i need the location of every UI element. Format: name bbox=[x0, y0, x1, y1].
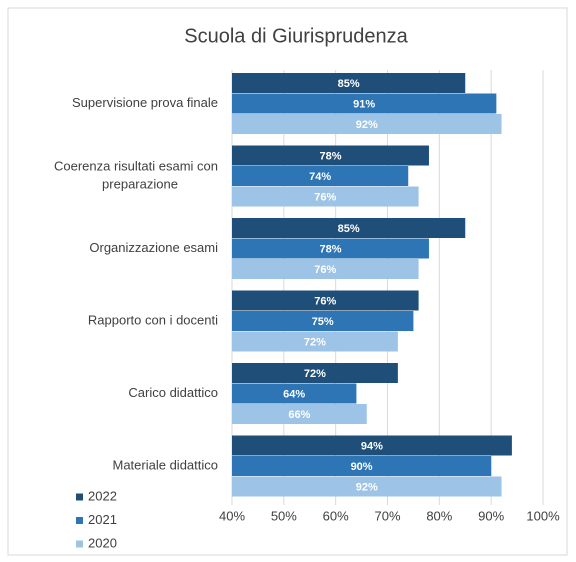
bar bbox=[232, 218, 466, 238]
bar bbox=[232, 73, 466, 93]
x-tick-label: 40% bbox=[219, 508, 245, 523]
bar-value-label: 76% bbox=[314, 191, 336, 203]
bar bbox=[232, 311, 414, 331]
bar-value-label: 76% bbox=[314, 264, 336, 276]
x-tick-label: 50% bbox=[271, 508, 297, 523]
x-tick-label: 60% bbox=[323, 508, 349, 523]
y-tick-label: Materiale didattico bbox=[113, 458, 219, 473]
x-tick-label: 70% bbox=[374, 508, 400, 523]
bar bbox=[232, 145, 429, 166]
legend-swatch bbox=[76, 540, 83, 548]
bar-value-label: 78% bbox=[319, 150, 341, 162]
bar bbox=[232, 331, 398, 352]
legend-swatch bbox=[76, 517, 83, 524]
grid bbox=[231, 70, 544, 505]
y-tick-label: Supervisione prova finale bbox=[72, 95, 218, 110]
x-tick-label: 90% bbox=[478, 508, 504, 523]
bar-value-label: 74% bbox=[309, 171, 331, 183]
y-tick-label: Rapporto con i docenti bbox=[88, 313, 218, 328]
bar-value-label: 76% bbox=[314, 295, 336, 307]
x-tick-label: 80% bbox=[426, 508, 452, 523]
legend-label: 2021 bbox=[88, 512, 117, 527]
legend-label: 2022 bbox=[88, 488, 117, 503]
bar bbox=[232, 363, 398, 383]
bar-value-label: 85% bbox=[338, 223, 360, 235]
bar bbox=[232, 93, 497, 114]
bar bbox=[232, 166, 409, 186]
bar-value-label: 72% bbox=[304, 368, 326, 380]
chart-title: Scuola di Giurisprudenza bbox=[184, 25, 408, 47]
bar-value-label: 72% bbox=[304, 336, 326, 348]
bar-value-label: 66% bbox=[288, 409, 310, 421]
bar bbox=[232, 435, 512, 456]
bar bbox=[232, 476, 502, 497]
bar bbox=[232, 404, 367, 424]
bar-value-label: 64% bbox=[283, 388, 305, 400]
bar bbox=[232, 259, 419, 279]
legend-label: 2020 bbox=[88, 535, 117, 550]
bar bbox=[232, 186, 419, 207]
bar-value-label: 85% bbox=[338, 78, 360, 90]
bar bbox=[232, 238, 429, 259]
bar bbox=[232, 383, 357, 404]
x-tick-label: 100% bbox=[526, 508, 560, 523]
bar-value-label: 94% bbox=[361, 440, 383, 452]
bar-value-label: 75% bbox=[312, 316, 334, 328]
y-tick-label: Carico didattico bbox=[128, 385, 218, 400]
bar-value-label: 90% bbox=[351, 461, 373, 473]
bar-value-label: 91% bbox=[353, 98, 375, 110]
bar-value-label: 92% bbox=[356, 481, 378, 493]
bar-value-label: 78% bbox=[319, 243, 341, 255]
legend-swatch bbox=[76, 493, 83, 501]
bar bbox=[232, 456, 492, 476]
y-tick-label: Coerenza risultati esami con preparazione bbox=[54, 159, 218, 192]
bar bbox=[232, 114, 502, 134]
bar bbox=[232, 290, 419, 311]
bar-value-label: 92% bbox=[356, 119, 378, 131]
y-tick-label: Organizzazione esami bbox=[89, 240, 218, 255]
